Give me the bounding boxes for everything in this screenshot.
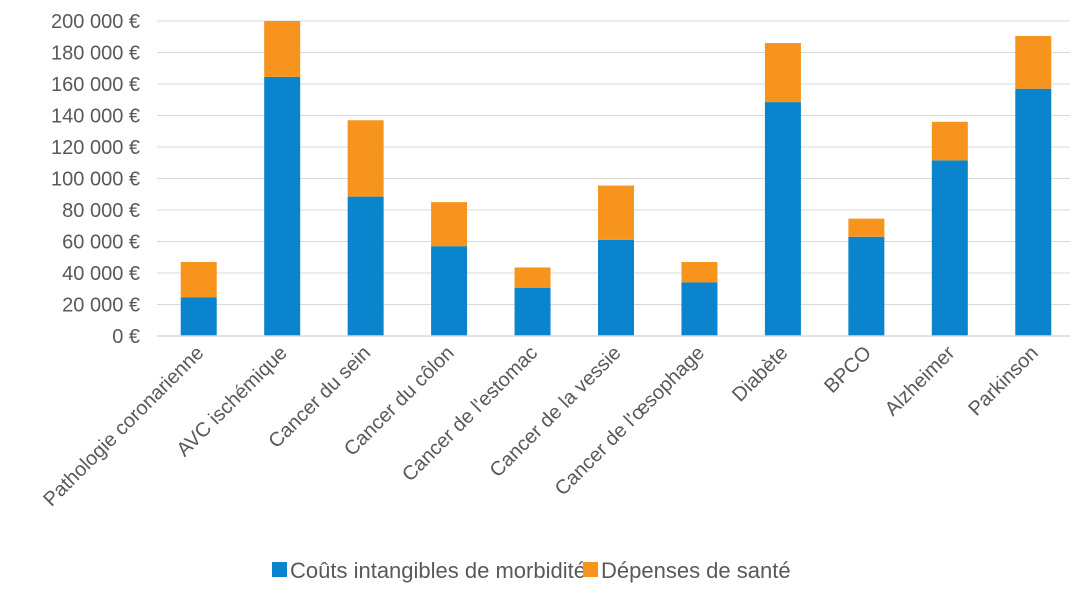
bar-morbidity-cost bbox=[431, 246, 468, 336]
bar-morbidity-cost bbox=[514, 287, 551, 336]
y-tick-label: 160 000 € bbox=[51, 74, 140, 96]
bar-morbidity-cost bbox=[598, 239, 634, 336]
gridlines bbox=[157, 20, 1070, 305]
bar-morbidity-cost bbox=[681, 282, 718, 336]
category-label: Cancer de l'œsophage bbox=[551, 342, 709, 500]
bar-health-expense bbox=[848, 218, 885, 237]
y-tick-label: 200 000 € bbox=[51, 11, 140, 33]
y-tick-label: 180 000 € bbox=[51, 43, 140, 65]
bar-health-expense bbox=[598, 185, 634, 240]
y-tick-label: 20 000 € bbox=[62, 295, 140, 317]
bar-morbidity-cost bbox=[1015, 88, 1052, 336]
bar-morbidity-cost bbox=[264, 76, 301, 336]
bar-health-expense bbox=[931, 121, 968, 161]
legend-label: Coûts intangibles de morbidité bbox=[290, 558, 586, 583]
y-tick-label: 100 000 € bbox=[51, 169, 140, 191]
category-label: Parkinson bbox=[964, 342, 1042, 420]
bar-health-expense bbox=[681, 261, 718, 283]
bars bbox=[180, 21, 1052, 336]
y-axis-tick-labels: 0 € 20 000 € 40 000 € 60 000 € 80 000 € 100 0… bbox=[51, 11, 140, 348]
legend-swatch bbox=[583, 562, 598, 577]
y-tick-label: 140 000 € bbox=[51, 106, 140, 128]
bar-morbidity-cost bbox=[931, 160, 968, 336]
y-tick-label: 40 000 € bbox=[62, 263, 140, 285]
bar-health-expense bbox=[180, 261, 217, 298]
bar-health-expense bbox=[431, 202, 468, 247]
bar-morbidity-cost bbox=[764, 102, 801, 336]
bar-health-expense bbox=[264, 21, 301, 77]
category-label: Cancer de l'estomac bbox=[398, 342, 542, 486]
y-tick-label: 60 000 € bbox=[62, 232, 140, 254]
category-label: Alzheimer bbox=[881, 342, 960, 421]
category-label: Diabète bbox=[728, 342, 792, 406]
category-label: BPCO bbox=[820, 342, 876, 398]
category-label: Pathologie coronarienne bbox=[39, 342, 208, 511]
bar-health-expense bbox=[514, 267, 551, 288]
legend: Coûts intangibles de morbidité Dépenses d… bbox=[272, 558, 791, 583]
bar-morbidity-cost bbox=[180, 297, 217, 336]
bar-morbidity-cost bbox=[848, 236, 885, 336]
bar-health-expense bbox=[1015, 35, 1052, 89]
legend-swatch bbox=[272, 562, 287, 577]
bar-health-expense bbox=[347, 120, 384, 197]
y-tick-label: 120 000 € bbox=[51, 137, 140, 159]
legend-label: Dépenses de santé bbox=[601, 558, 791, 583]
bar-morbidity-cost bbox=[347, 196, 384, 336]
y-tick-label: 0 € bbox=[112, 326, 140, 348]
bar-health-expense bbox=[764, 43, 801, 103]
y-tick-label: 80 000 € bbox=[62, 200, 140, 222]
